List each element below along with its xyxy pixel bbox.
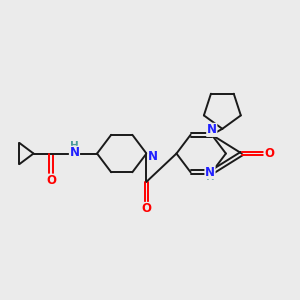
Text: O: O	[46, 174, 56, 187]
Text: H: H	[206, 172, 214, 182]
Text: O: O	[142, 202, 152, 215]
Text: N: N	[205, 166, 215, 179]
Text: N: N	[148, 150, 158, 163]
Text: H: H	[70, 141, 79, 151]
Text: O: O	[264, 147, 274, 160]
Text: N: N	[70, 146, 80, 159]
Text: N: N	[207, 123, 217, 136]
